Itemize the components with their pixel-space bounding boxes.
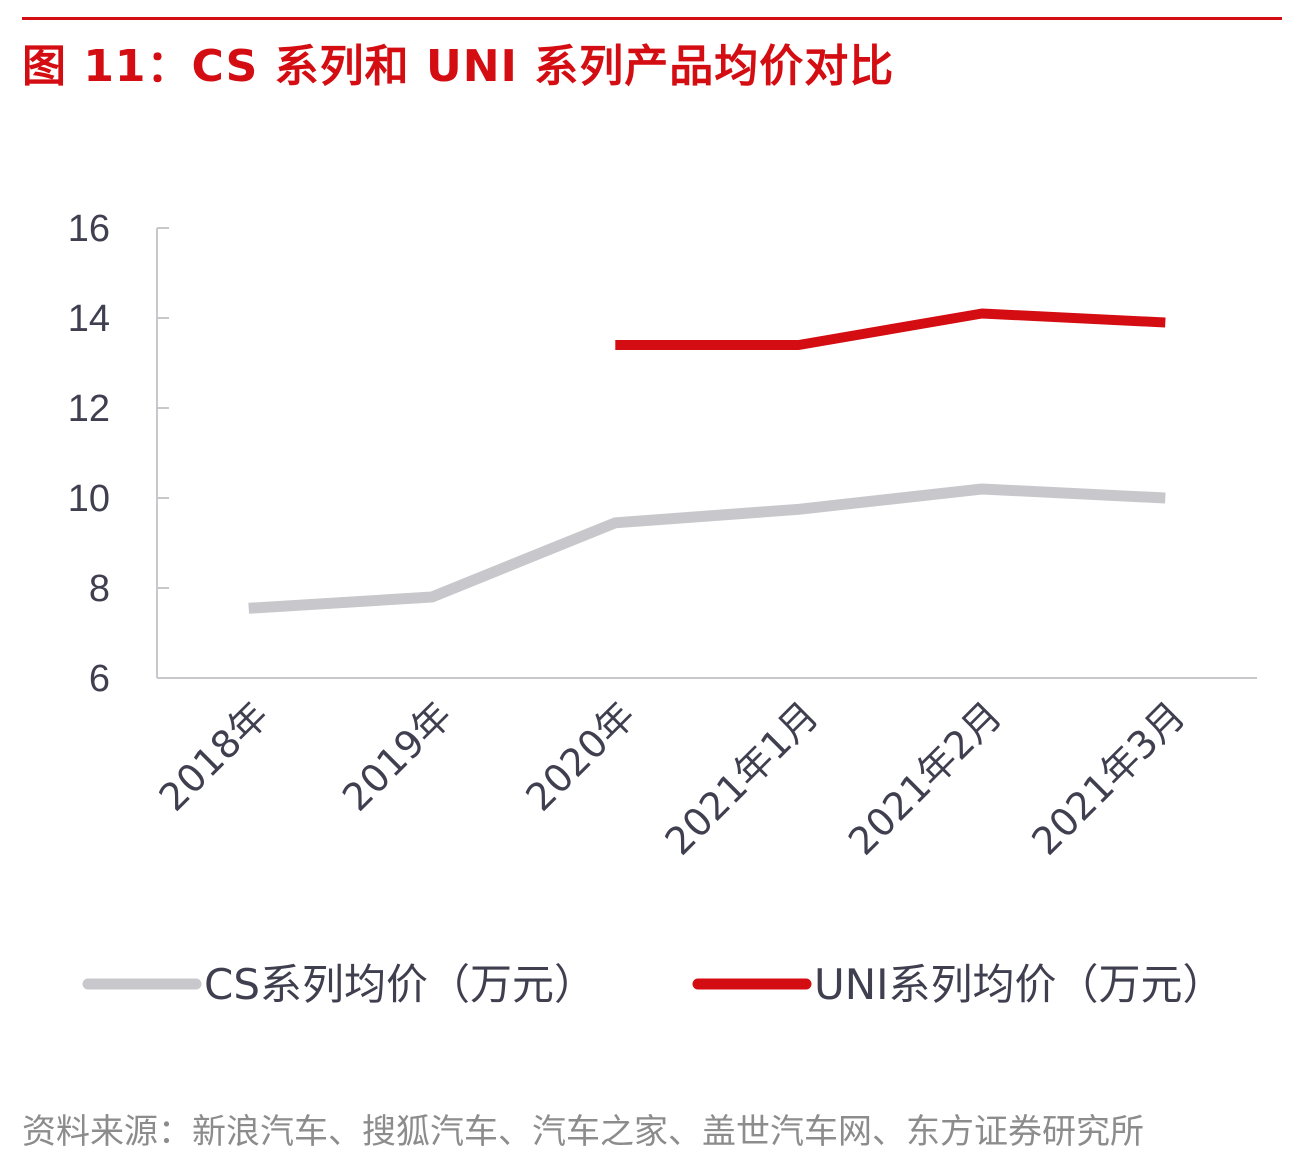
x-tick-label: 2019年: [334, 693, 460, 819]
y-tick-label: 6: [89, 658, 110, 700]
y-tick-label: 12: [68, 388, 110, 430]
y-tick-label: 16: [68, 208, 110, 250]
y-tick-label: 8: [89, 568, 110, 610]
y-tick-label: 10: [68, 478, 110, 520]
series-line-cs: [248, 483, 1166, 614]
y-tick-label: 14: [68, 298, 110, 340]
x-tick-label: 2021年1月: [657, 693, 827, 863]
source-note: 资料来源：新浪汽车、搜狐汽车、汽车之家、盖世汽车网、东方证券研究所: [22, 1112, 1144, 1152]
top-rule: [22, 17, 1282, 20]
series-line-uni: [615, 308, 1166, 350]
x-tick-label: 2020年: [517, 693, 643, 819]
x-tick-label: 2021年2月: [840, 693, 1010, 863]
line-chart: 6 8 10 12 14 16 2018年 2019年 2020年 2021年1月 2021年2月…: [68, 208, 1257, 1009]
legend-label-cs: CS系列均价（万元）: [204, 960, 596, 1009]
x-tick-label: 2018年: [151, 693, 277, 819]
legend-label-uni: UNI系列均价（万元）: [814, 960, 1225, 1009]
figure-title: 图 11：CS 系列和 UNI 系列产品均价对比: [22, 41, 895, 92]
x-tick-label: 2021年3月: [1023, 693, 1193, 863]
